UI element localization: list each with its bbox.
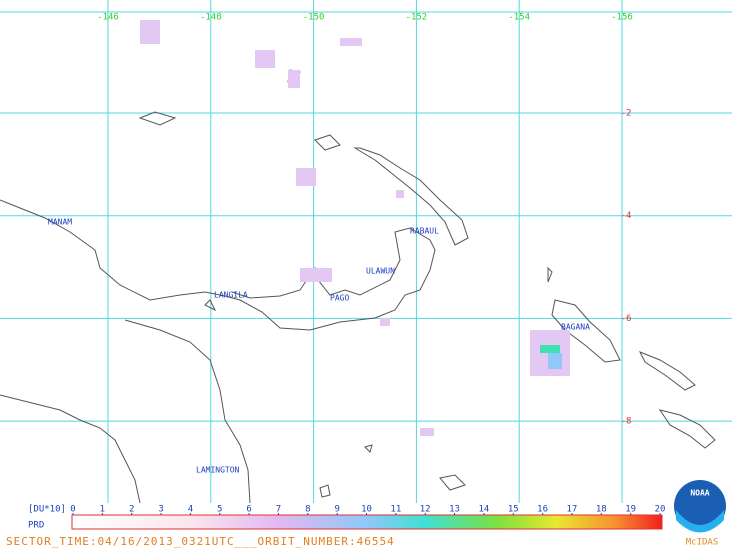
legend-tick-label: 0 (70, 505, 75, 515)
legend-tick-label: 17 (567, 505, 578, 515)
legend-tick-label: 1 (100, 505, 105, 515)
so2-pixels (140, 20, 570, 436)
legend-label: PRD (28, 521, 44, 531)
legend-tick-label: 19 (625, 505, 636, 515)
so2-mid (548, 353, 562, 369)
place-labels: MANAM RABAUL ULAWUN LANGILA PAGO BAGANA LAMING… (48, 218, 590, 475)
place-label: MANAM (48, 218, 72, 227)
lat-label: -4 (621, 211, 632, 221)
place-label: LAMINGTON (196, 466, 240, 475)
legend-tick-label: 16 (537, 505, 548, 515)
legend-tick-label: 2 (129, 505, 134, 515)
logo-circle (674, 480, 726, 532)
lat-label: -6 (621, 314, 632, 324)
legend-unit: [DU*10] (28, 505, 66, 515)
place-label: LANGILA (214, 291, 248, 300)
legend: [DU*10] PRD 0 1 2 3 4 5 6 7 8 9 10 11 12 13 14 15 16 17 18… (28, 505, 665, 531)
logo-text: NOAA (690, 489, 709, 498)
graticule: -146 -148 -150 -152 -154 -156 -2 -4 -6 -8 (0, 0, 732, 503)
legend-tick-label: 6 (246, 505, 251, 515)
legend-tick-label: 5 (217, 505, 222, 515)
lon-label: -154 (508, 13, 530, 23)
legend-tick-label: 18 (596, 505, 607, 515)
legend-tick-label: 3 (158, 505, 163, 515)
legend-tick-label: 15 (508, 505, 519, 515)
colorbar (71, 514, 663, 530)
legend-tick-label: 20 (655, 505, 666, 515)
place-label: BAGANA (561, 323, 590, 332)
legend-tick-label: 9 (334, 505, 339, 515)
place-label: PAGO (330, 294, 349, 303)
so2-high (540, 345, 560, 353)
legend-tick-label: 10 (361, 505, 372, 515)
coastlines (0, 69, 716, 504)
logo-wave (676, 510, 724, 533)
legend-tick-label: 14 (478, 505, 489, 515)
lon-label: -146 (97, 13, 119, 23)
legend-tick-label: 11 (390, 505, 401, 515)
legend-tick-label: 4 (188, 505, 193, 515)
place-label: RABAUL (410, 227, 439, 236)
lat-label: -8 (621, 417, 632, 427)
lon-label: -156 (611, 13, 633, 23)
lon-label: -148 (200, 13, 222, 23)
legend-tick-label: 12 (420, 505, 431, 515)
legend-tick-label: 13 (449, 505, 460, 515)
footer: SECTOR_TIME:04/16/2013_0321UTC___ORBIT_N… (6, 535, 395, 548)
lat-label: -2 (621, 109, 632, 119)
place-label: ULAWUN (366, 267, 395, 276)
lon-label: -150 (303, 13, 325, 23)
legend-tick-label: 7 (276, 505, 281, 515)
lon-label: -152 (406, 13, 428, 23)
logo: NOAA McIDAS (674, 480, 726, 548)
logo-sub: McIDAS (686, 538, 719, 548)
legend-tick-label: 8 (305, 505, 310, 515)
